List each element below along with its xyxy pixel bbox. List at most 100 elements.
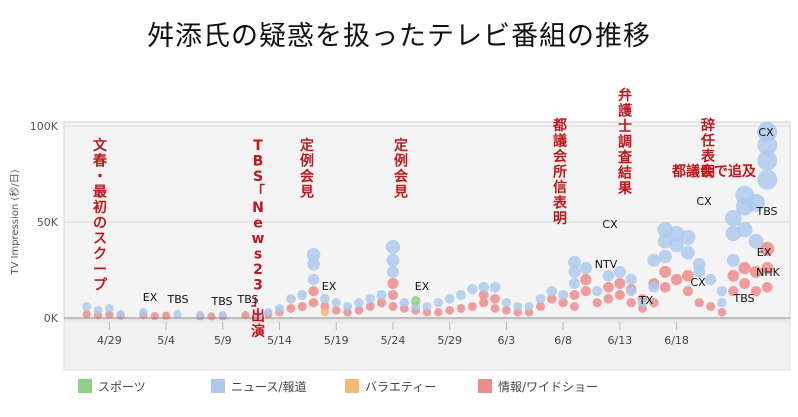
bubble-point bbox=[749, 265, 762, 278]
bubble-point bbox=[568, 255, 581, 269]
annotation-vertical-char: 調 bbox=[618, 134, 632, 151]
bubble-point bbox=[82, 301, 92, 311]
annotation-vertical-char: 2 bbox=[253, 262, 263, 278]
bubble-point bbox=[422, 301, 432, 311]
bubble-point bbox=[241, 310, 250, 320]
bubble-point bbox=[757, 150, 778, 171]
y-axis-label: TV Impression (秒/日) bbox=[8, 169, 21, 275]
bubble-point bbox=[738, 261, 751, 275]
bubble-point bbox=[658, 249, 672, 264]
channel-label: TX bbox=[638, 294, 654, 307]
bubble-point bbox=[659, 265, 672, 278]
x-axis-band bbox=[63, 321, 791, 371]
bubble-point bbox=[286, 293, 296, 304]
bubble-point bbox=[761, 261, 774, 275]
x-tick-label: 6/3 bbox=[498, 334, 516, 347]
bubble-point bbox=[680, 229, 696, 245]
annotation-vertical-char: 任 bbox=[700, 133, 715, 150]
annotation-vertical-char: 明 bbox=[553, 211, 567, 227]
channel-label: TBS bbox=[210, 295, 232, 308]
legend-label-variety: バラエティー bbox=[365, 379, 437, 394]
annotation-vertical-char: B bbox=[253, 154, 264, 170]
bubble-point bbox=[331, 305, 341, 315]
legend-item-wideshow[interactable]: 情報/ワイドショー bbox=[478, 376, 598, 396]
bubble-point bbox=[354, 297, 364, 308]
bubble-point bbox=[647, 253, 661, 267]
bubble-point bbox=[692, 257, 706, 271]
annotation-vertical-char: 明 bbox=[701, 165, 715, 181]
channel-label: CX bbox=[696, 195, 712, 208]
annotation-vertical-char: ー bbox=[93, 262, 107, 278]
bubble-point bbox=[456, 303, 466, 313]
bubble-point bbox=[308, 297, 319, 308]
bubble-point bbox=[297, 301, 307, 311]
bubble-point bbox=[388, 301, 398, 311]
bubble-point bbox=[739, 277, 751, 289]
bubble-point bbox=[724, 209, 742, 227]
bubble-point bbox=[286, 303, 296, 313]
x-tick-label: 6/18 bbox=[664, 334, 689, 347]
annotation-vertical-char: 都 bbox=[552, 118, 567, 134]
x-tick-label: 6/13 bbox=[607, 334, 632, 347]
bubble-point bbox=[489, 281, 501, 293]
bubble-point bbox=[668, 225, 685, 242]
bubble-point bbox=[626, 285, 637, 297]
bubble-point bbox=[478, 281, 490, 293]
bubble-point bbox=[736, 221, 753, 238]
bubble-point bbox=[320, 307, 330, 317]
legend-swatch-sports bbox=[78, 379, 92, 393]
channel-label: EX bbox=[757, 246, 772, 259]
bubble-point bbox=[748, 233, 764, 249]
bubble-point bbox=[467, 301, 477, 311]
bubble-point bbox=[376, 297, 387, 308]
annotation-vertical-char: 例 bbox=[300, 153, 314, 170]
bubble-point bbox=[757, 169, 778, 190]
bubble-point bbox=[105, 310, 114, 319]
legend-item-sports[interactable]: スポーツ bbox=[78, 376, 146, 396]
channel-label: NTV bbox=[595, 258, 618, 271]
channel-label: TBS bbox=[755, 205, 777, 218]
annotation-vertical-char: 最 bbox=[93, 184, 108, 201]
channel-label: CX bbox=[690, 276, 706, 289]
bubble-point bbox=[761, 281, 773, 293]
bubble-point bbox=[386, 253, 400, 267]
bubble-point bbox=[399, 297, 409, 308]
bubble-point bbox=[490, 303, 500, 313]
x-tick-label: 5/9 bbox=[214, 334, 232, 347]
annotation-vertical-char: 見 bbox=[299, 185, 314, 201]
annotation-vertical-char: 演 bbox=[251, 323, 265, 340]
bubble-point bbox=[716, 285, 728, 297]
annotation-vertical-char: w bbox=[252, 231, 265, 247]
bubble-point bbox=[93, 305, 103, 315]
bubble-point bbox=[275, 303, 284, 313]
annotation-vertical-char: 弁 bbox=[618, 87, 632, 104]
bubble-point bbox=[558, 289, 569, 300]
annotation-horizontal-red: 都議会で追及 bbox=[671, 163, 757, 180]
bubble-point bbox=[365, 293, 376, 304]
legend-swatch-wideshow bbox=[478, 379, 492, 393]
bubble-point bbox=[376, 289, 387, 300]
annotation-vertical-char: 査 bbox=[618, 149, 633, 166]
bubble-point bbox=[580, 273, 592, 286]
legend-label-news: ニュース/報道 bbox=[231, 379, 307, 394]
legend-label-wideshow: 情報/ワイドショー bbox=[498, 379, 599, 394]
annotation-vertical-char: 信 bbox=[553, 179, 567, 196]
legend-item-variety[interactable]: バラエティー bbox=[345, 376, 436, 396]
bubble-point bbox=[535, 301, 545, 311]
channel-label: TBS bbox=[236, 293, 258, 306]
bubble-point bbox=[580, 285, 591, 297]
bubble-point bbox=[173, 309, 182, 319]
bubble-point bbox=[331, 297, 341, 308]
bubble-point bbox=[649, 297, 659, 308]
annotation-vertical-char: 士 bbox=[618, 118, 632, 135]
bubble-point bbox=[602, 269, 615, 282]
annotation-vertical-char: 見 bbox=[393, 185, 408, 201]
legend-item-news[interactable]: ニュース/報道 bbox=[211, 376, 306, 396]
bubble-point bbox=[603, 293, 614, 304]
annotation-vertical-char: ス bbox=[93, 231, 107, 247]
bubble-point bbox=[659, 281, 671, 293]
bubble-point bbox=[218, 310, 227, 320]
bubble-point bbox=[603, 281, 614, 293]
channel-label: CX bbox=[758, 126, 774, 139]
bubble-point bbox=[746, 193, 765, 212]
